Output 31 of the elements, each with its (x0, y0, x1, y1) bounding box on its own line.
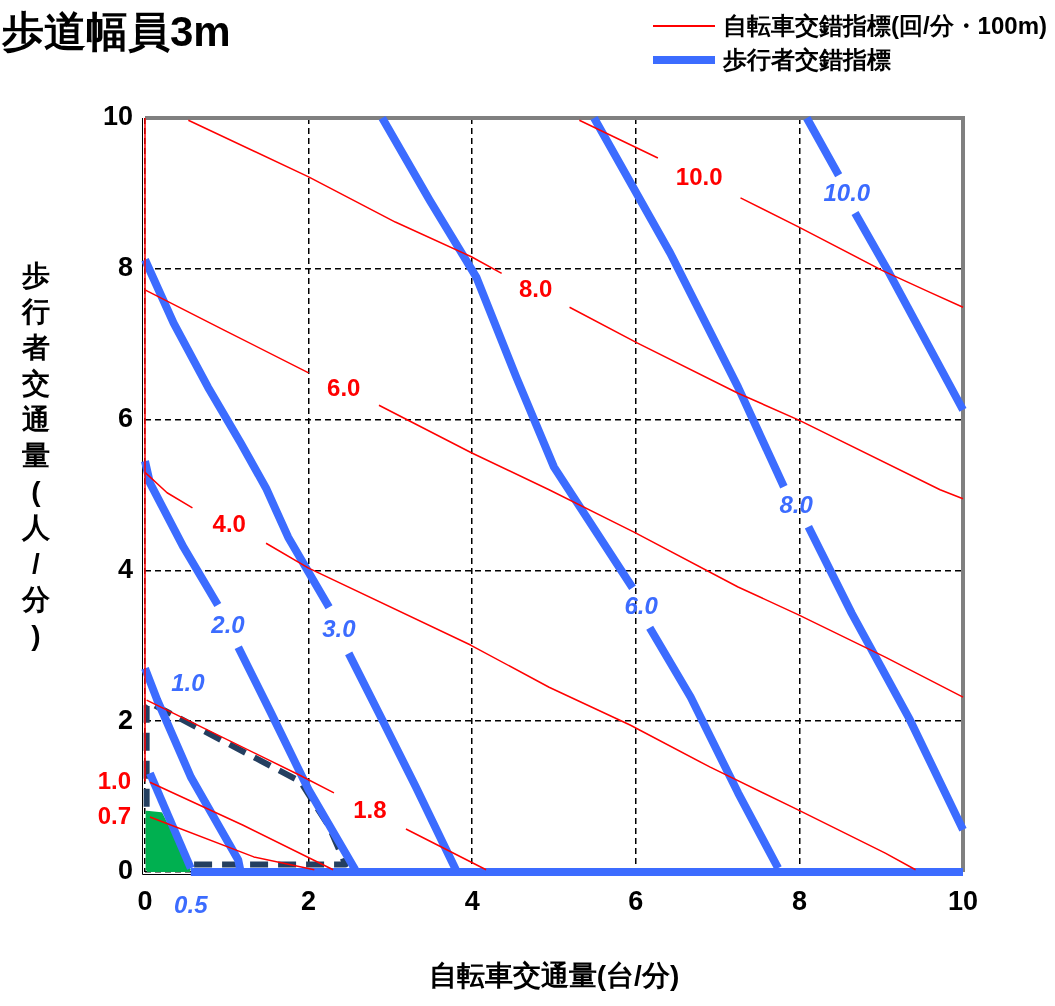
annotation: 8.0 (518, 274, 553, 302)
y-tick-label: 4 (117, 553, 133, 584)
annotation: 10.0 (823, 178, 871, 206)
x-tick-label: 6 (628, 885, 644, 916)
text: 歩行者交通量(人/分) (22, 260, 50, 651)
annotation: 1.0 (97, 766, 131, 794)
annotation: 1.0 (171, 668, 206, 696)
x-tick-label: 4 (464, 885, 480, 916)
annotation: 6.0 (624, 592, 659, 620)
y-tick-label: 6 (117, 403, 133, 434)
x-tick-label: 8 (791, 885, 807, 916)
x-tick-label: 10 (947, 885, 979, 916)
y-tick-label: 0 (117, 855, 133, 886)
chart-title: 歩道幅員3m (2, 7, 231, 57)
annotation: 8.0 (779, 491, 814, 519)
annotation: 6.0 (327, 373, 361, 401)
annotation: 3.0 (322, 614, 357, 642)
annotation: 1.8 (353, 795, 387, 823)
annotation: 10.0 (675, 162, 723, 190)
legend-label: 自転車交錯指標(回/分・100m) (722, 11, 1047, 41)
annotation: 2.0 (210, 610, 246, 638)
annotation: 4.0 (212, 510, 246, 538)
x-axis-title: 自転車交通量(台/分) (428, 959, 680, 991)
y-tick-label: 10 (102, 101, 133, 132)
x-tick-label: 0 (137, 885, 153, 916)
y-tick-label: 2 (117, 704, 133, 735)
annotation: 0.7 (97, 801, 131, 829)
y-tick-label: 8 (117, 252, 133, 283)
annotation: 0.5 (174, 890, 209, 918)
legend-label: 歩行者交錯指標 (722, 45, 891, 75)
x-tick-label: 2 (301, 885, 317, 916)
